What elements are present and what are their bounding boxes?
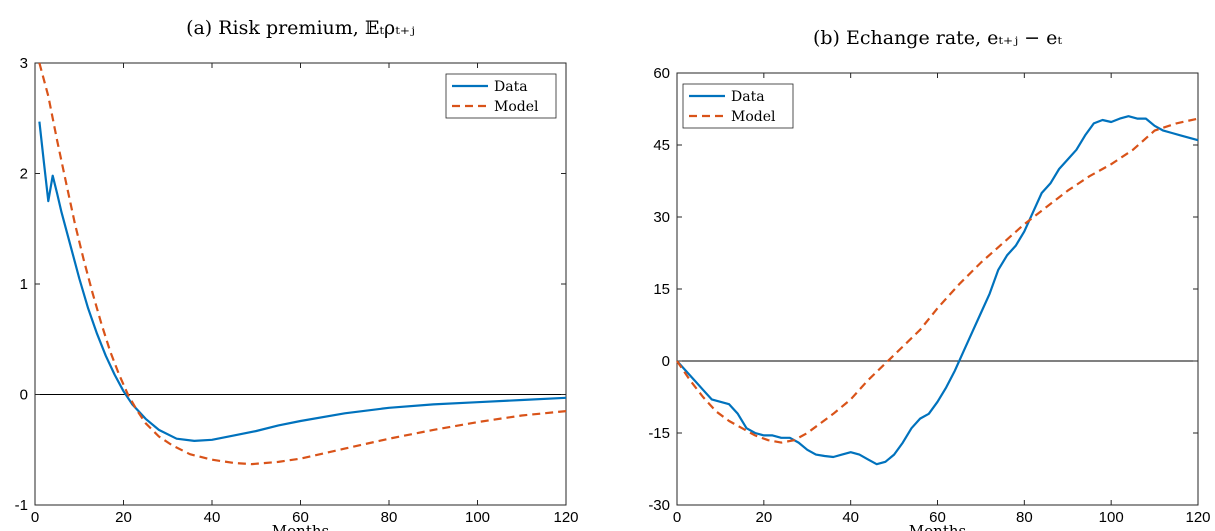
x-tick-label: 20 [755, 509, 772, 526]
x-tick-label: 60 [292, 509, 309, 526]
series-line-data [676, 115, 1199, 466]
x-tick-label: 120 [553, 509, 578, 526]
x-tick-label: 80 [1016, 509, 1033, 526]
legend: Data Model [445, 73, 557, 119]
y-tick-label: -15 [648, 425, 670, 442]
legend: Data Model [682, 83, 794, 129]
x-tick-label: 0 [31, 509, 39, 526]
y-tick-label: 1 [20, 276, 28, 293]
series-line-data [38, 121, 567, 442]
x-tick-label: 0 [673, 509, 681, 526]
y-tick-label: 45 [653, 137, 670, 154]
plot-frame [34, 62, 567, 506]
chart-panel-a: (a) Risk premium, 𝔼ₜρₜ₊ⱼ0 20 40 60 80 100 120-… [15, 17, 579, 531]
x-tick-label: 120 [1185, 509, 1210, 526]
y-tick-label: 30 [653, 209, 670, 226]
legend-box [682, 83, 794, 129]
x-tick-label: 100 [1099, 509, 1124, 526]
x-tick-label: 60 [929, 509, 946, 526]
y-tick-label: 2 [20, 166, 28, 183]
legend-label-data: Data [494, 79, 528, 95]
series-line-model [38, 62, 567, 466]
y-tick-label: 3 [20, 55, 28, 72]
chart-title: (b) Echange rate, eₜ₊ⱼ − eₜ [813, 27, 1062, 49]
chart-panel-b: (b) Echange rate, eₜ₊ⱼ − eₜ 0 20 40 60 80 100 1… [648, 27, 1210, 531]
y-tick-label: 0 [662, 353, 670, 370]
x-tick-label: 20 [115, 509, 132, 526]
x-tick-label: 100 [465, 509, 490, 526]
y-tick-label: -1 [15, 497, 28, 514]
y-tick-label: -30 [648, 497, 670, 514]
y-tick-label: 15 [653, 281, 670, 298]
plot-frame [676, 72, 1199, 506]
x-axis-label: Months [909, 522, 966, 531]
legend-label-data: Data [731, 89, 765, 105]
y-tick-label: 60 [653, 65, 670, 82]
legend-label-model: Model [731, 109, 776, 125]
legend-box [445, 73, 557, 119]
y-tick-label: 0 [20, 387, 28, 404]
x-tick-label: 80 [381, 509, 398, 526]
x-axis-label: Months [272, 522, 329, 531]
series-line-model [676, 117, 1199, 444]
x-tick-label: 40 [204, 509, 221, 526]
chart-title: (a) Risk premium, 𝔼ₜρₜ₊ⱼ [186, 17, 415, 39]
x-tick-label: 40 [842, 509, 859, 526]
legend-label-model: Model [494, 99, 539, 115]
